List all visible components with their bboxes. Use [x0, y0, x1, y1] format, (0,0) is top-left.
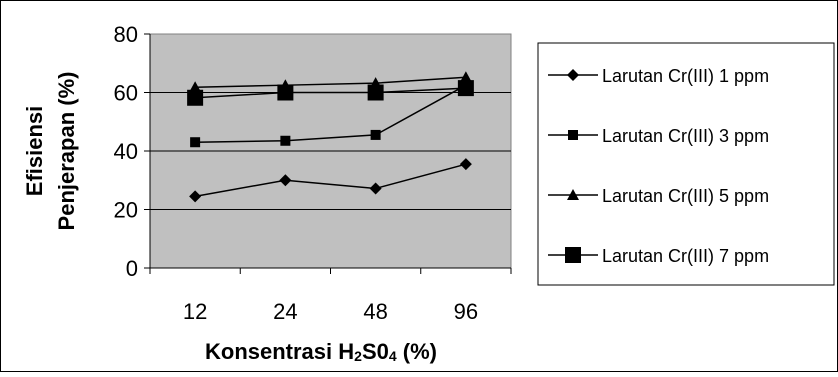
y-ticks: 0 20 40 60 80	[114, 22, 150, 281]
legend-label: Larutan Cr(III) 3 ppm	[602, 126, 769, 146]
legend-label: Larutan Cr(III) 7 ppm	[602, 246, 769, 266]
marker-square-large	[457, 80, 474, 97]
x-axis-title: Konsentrasi H2S04 (%)	[205, 339, 437, 364]
marker-square-large	[565, 247, 581, 263]
legend-label: Larutan Cr(III) 1 ppm	[602, 66, 769, 86]
y-tick-label: 80	[114, 22, 138, 47]
marker-square-large	[277, 84, 294, 101]
y-axis-title-line1: Efisiensi	[22, 106, 47, 196]
legend-label: Larutan Cr(III) 5 ppm	[602, 186, 769, 206]
marker-diamond	[459, 158, 472, 171]
marker-triangle	[567, 189, 579, 200]
legend	[537, 42, 835, 286]
y-tick-label: 40	[114, 139, 138, 164]
marker-square-large	[187, 89, 204, 106]
series-1	[189, 158, 472, 203]
x-tick-label: 24	[273, 299, 297, 324]
marker-square	[190, 137, 201, 148]
series-line	[195, 87, 466, 99]
legend-item: Larutan Cr(III) 1 ppm	[548, 66, 769, 86]
legend-item: Larutan Cr(III) 7 ppm	[548, 246, 769, 266]
y-tick-label: 0	[126, 256, 138, 281]
marker-square	[280, 135, 291, 146]
marker-triangle	[459, 71, 472, 83]
series-group	[187, 71, 474, 203]
marker-square-large	[367, 84, 384, 101]
x-ticks: 12 24 48 96	[149, 268, 512, 324]
marker-square	[370, 129, 381, 140]
marker-diamond	[567, 69, 579, 81]
series-line	[195, 76, 466, 88]
marker-square	[568, 130, 578, 140]
series-line	[195, 84, 467, 143]
marker-diamond	[189, 190, 202, 203]
legend-item: Larutan Cr(III) 5 ppm	[548, 186, 769, 206]
series-4	[187, 80, 474, 106]
x-tick-label: 12	[183, 299, 207, 324]
y-axis-title-line2: Penjerapan (%)	[54, 72, 79, 231]
y-tick-label: 60	[114, 81, 138, 106]
marker-triangle	[189, 81, 202, 93]
x-tick-label: 96	[454, 299, 478, 324]
legend-items: Larutan Cr(III) 1 ppm Larutan Cr(III) 3 p…	[548, 66, 769, 266]
legend-item: Larutan Cr(III) 3 ppm	[548, 126, 769, 146]
series-line	[194, 163, 467, 198]
marker-diamond	[369, 182, 382, 195]
x-tick-label: 48	[363, 299, 387, 324]
marker-diamond	[279, 174, 292, 187]
y-tick-label: 20	[114, 198, 138, 223]
